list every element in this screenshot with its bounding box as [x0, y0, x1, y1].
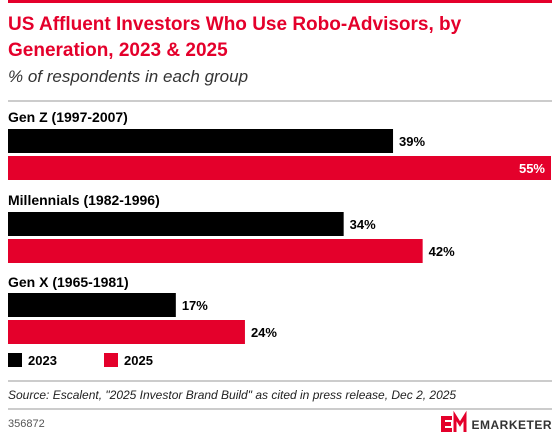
bar-millennials-2023	[8, 212, 344, 236]
data-label-gen-x-2023: 17%	[182, 298, 208, 313]
bar-gen-z-2023	[8, 129, 394, 153]
chart-title-line-2: Generation, 2023 & 2025	[8, 40, 228, 61]
bar-gen-x-2025	[8, 320, 245, 344]
category-label-gen-x: Gen X (1965-1981)	[8, 274, 129, 290]
legend-label-2023: 2023	[28, 353, 57, 368]
data-label-millennials-2025: 42%	[429, 244, 455, 259]
bar-millennials-2025	[8, 239, 423, 263]
chart-subtitle: % of respondents in each group	[8, 67, 248, 86]
chart-title-line-1: US Affluent Investors Who Use Robo-Advis…	[8, 14, 462, 35]
data-label-millennials-2023: 34%	[350, 217, 376, 232]
category-label-gen-z: Gen Z (1997-2007)	[8, 109, 128, 125]
brand-wordmark: EMARKETER	[471, 418, 552, 432]
bar-gen-x-2023	[8, 293, 176, 317]
data-label-gen-z-2025: 55%	[519, 161, 545, 176]
emarketer-logo-icon	[441, 410, 467, 432]
source-note: Source: Escalent, "2025 Investor Brand B…	[8, 388, 456, 402]
bars-layer: 39% 55% 34% 42% 17% 24%	[8, 129, 551, 344]
legend-swatch-2025	[104, 353, 118, 367]
category-label-millennials: Millennials (1982-1996)	[8, 192, 160, 208]
accent-rule	[8, 0, 552, 3]
data-label-gen-x-2025: 24%	[251, 325, 277, 340]
chart-id: 356872	[8, 418, 45, 430]
data-label-gen-z-2023: 39%	[399, 134, 425, 149]
legend-swatch-2023	[8, 353, 22, 367]
legend-label-2025: 2025	[124, 353, 153, 368]
bar-gen-z-2025	[8, 156, 551, 180]
